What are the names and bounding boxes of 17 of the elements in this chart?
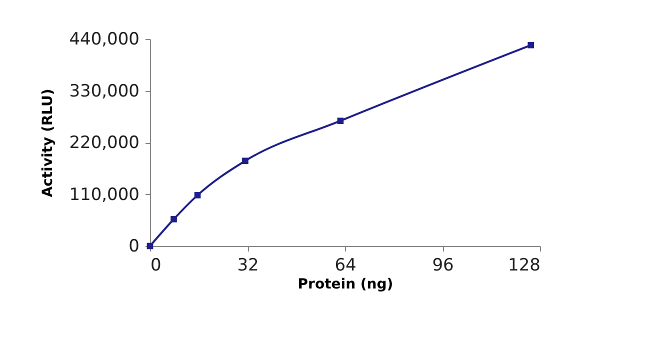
- x-tick-label: 64: [334, 256, 356, 276]
- y-tick-label: 0: [128, 236, 140, 256]
- point: [337, 118, 344, 124]
- y-tick-label: 330,000: [69, 81, 140, 102]
- y-tick-label: 110,000: [69, 184, 140, 205]
- point: [194, 192, 201, 198]
- point: [528, 42, 534, 48]
- x-axis-title: Protein (ng): [298, 276, 394, 292]
- x-tick-label: 96: [432, 256, 454, 276]
- y-tick-label: 220,000: [69, 133, 140, 153]
- x-tick-label: 128: [508, 256, 540, 276]
- point: [242, 158, 248, 164]
- point: [170, 216, 177, 222]
- x-tick-label: 32: [237, 256, 259, 276]
- y-tick-label: 440,000: [69, 30, 140, 50]
- y-axis-title: Activity (RLU): [40, 88, 56, 198]
- x-tick-label: 0: [150, 256, 162, 276]
